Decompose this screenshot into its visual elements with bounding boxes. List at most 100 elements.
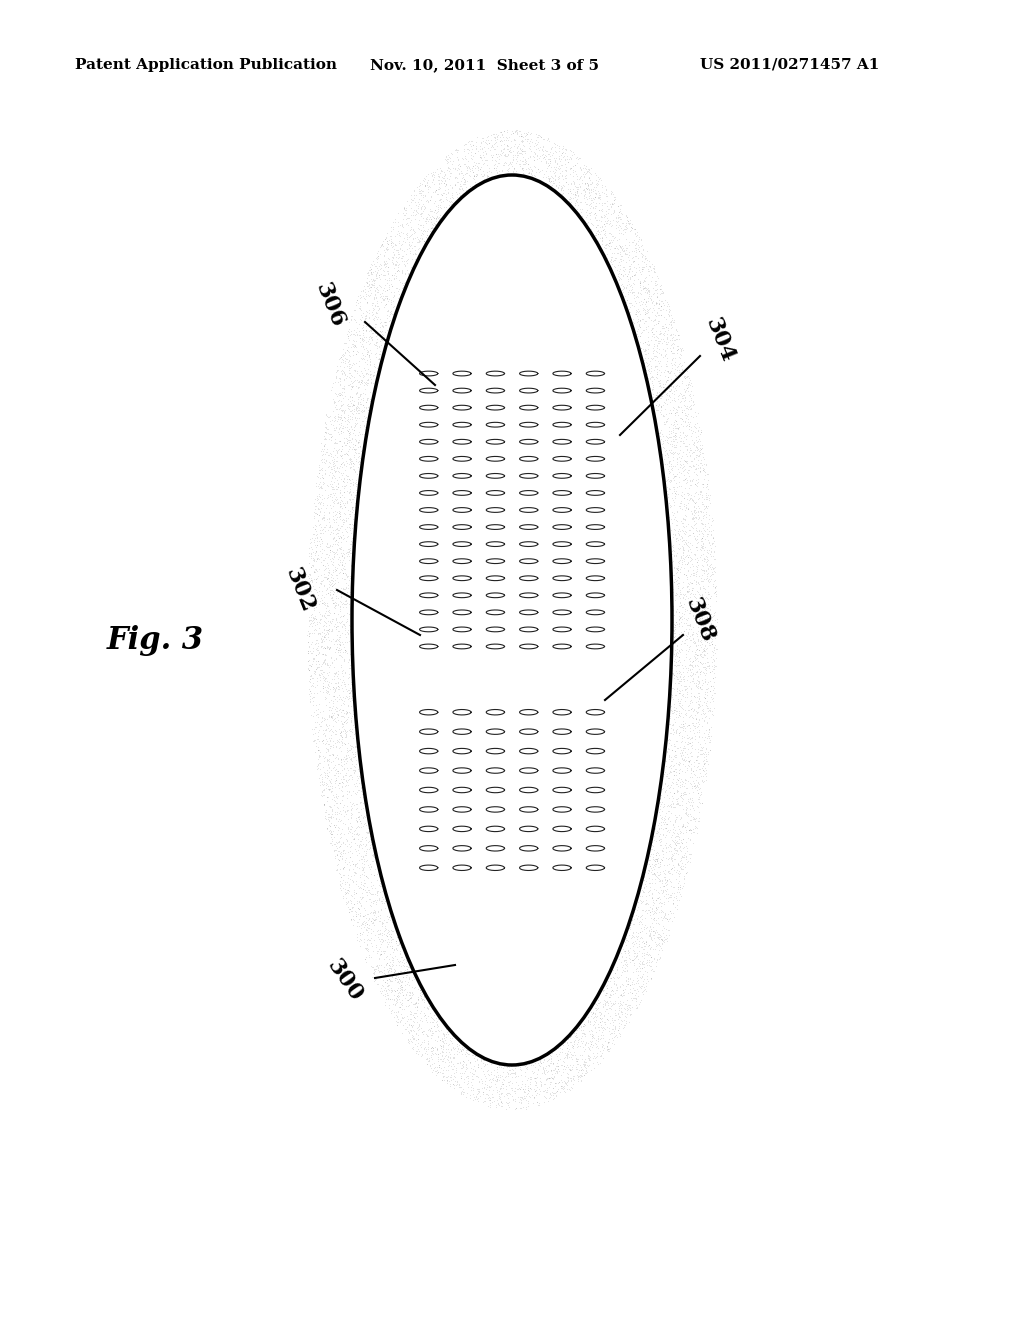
Point	[524, 1063, 541, 1084]
Point	[682, 653, 698, 675]
Point	[693, 453, 710, 474]
Point	[676, 488, 692, 510]
Point	[634, 942, 650, 964]
Point	[620, 281, 636, 302]
Point	[678, 702, 694, 723]
Point	[630, 286, 646, 308]
Point	[316, 576, 333, 597]
Point	[673, 545, 689, 566]
Point	[675, 508, 691, 529]
Point	[335, 785, 351, 807]
Point	[446, 1071, 463, 1092]
Point	[680, 404, 696, 425]
Point	[509, 123, 525, 144]
Point	[549, 1045, 565, 1067]
Point	[689, 432, 706, 453]
Point	[691, 676, 708, 697]
Point	[669, 502, 685, 523]
Point	[685, 663, 701, 684]
Point	[683, 774, 699, 795]
Point	[584, 223, 600, 244]
Point	[408, 1030, 424, 1051]
Point	[469, 127, 485, 148]
Point	[331, 772, 347, 793]
Point	[674, 401, 690, 422]
Point	[685, 792, 701, 813]
Point	[333, 721, 349, 742]
Point	[539, 158, 555, 180]
Point	[668, 601, 684, 622]
Point	[335, 858, 351, 879]
Point	[565, 170, 582, 191]
Point	[324, 705, 340, 726]
Point	[378, 253, 394, 275]
Point	[335, 378, 351, 399]
Point	[694, 599, 711, 620]
Point	[624, 927, 640, 948]
Point	[485, 157, 502, 178]
Point	[383, 301, 399, 322]
Point	[658, 393, 675, 414]
Point	[402, 218, 419, 239]
Point	[624, 909, 640, 931]
Point	[616, 998, 633, 1019]
Point	[331, 407, 347, 428]
Point	[608, 210, 625, 231]
Point	[680, 484, 696, 506]
Point	[311, 558, 328, 579]
Point	[429, 166, 445, 187]
Point	[419, 227, 435, 248]
Point	[548, 156, 564, 177]
Point	[339, 420, 355, 441]
Point	[324, 652, 340, 673]
Point	[458, 1045, 474, 1067]
Point	[656, 808, 673, 829]
Point	[302, 528, 318, 549]
Point	[338, 586, 354, 607]
Point	[696, 744, 713, 766]
Point	[387, 239, 403, 260]
Point	[410, 972, 426, 993]
Point	[406, 185, 422, 206]
Point	[648, 282, 665, 304]
Point	[388, 991, 404, 1012]
Point	[514, 1073, 530, 1094]
Point	[498, 145, 514, 166]
Point	[682, 743, 698, 764]
Point	[343, 499, 359, 520]
Point	[325, 441, 341, 462]
Point	[645, 829, 662, 850]
Point	[318, 533, 335, 554]
Point	[339, 747, 355, 768]
Point	[569, 1053, 586, 1074]
Point	[500, 1064, 516, 1085]
Point	[675, 715, 691, 737]
Point	[664, 620, 680, 642]
Point	[659, 887, 676, 908]
Point	[334, 363, 350, 384]
Point	[651, 321, 668, 342]
Point	[343, 768, 359, 789]
Point	[547, 1063, 563, 1084]
Point	[666, 755, 682, 776]
Point	[667, 342, 683, 363]
Point	[403, 1014, 420, 1035]
Point	[645, 909, 662, 931]
Point	[362, 393, 379, 414]
Point	[302, 669, 318, 690]
Point	[447, 1057, 464, 1078]
Point	[564, 1065, 581, 1086]
Point	[329, 478, 345, 499]
Point	[339, 341, 355, 362]
Point	[310, 640, 327, 661]
Point	[398, 209, 415, 230]
Point	[579, 189, 595, 210]
Point	[706, 557, 722, 578]
Point	[322, 549, 338, 570]
Point	[371, 888, 387, 909]
Point	[340, 696, 356, 717]
Point	[634, 982, 650, 1003]
Point	[316, 793, 333, 814]
Point	[696, 754, 713, 775]
Point	[458, 180, 474, 201]
